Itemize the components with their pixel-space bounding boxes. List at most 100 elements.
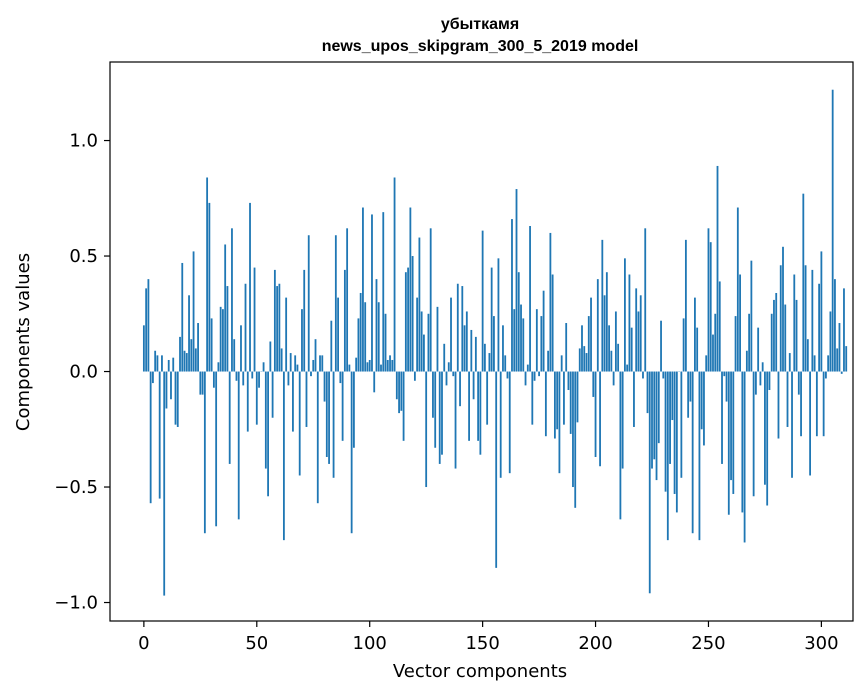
bar-component-183 — [556, 371, 559, 430]
bar-component-243 — [691, 371, 694, 534]
bar-component-221 — [642, 371, 644, 379]
bar-component-136 — [450, 297, 452, 372]
bar-component-195 — [583, 346, 586, 372]
bar-component-124 — [423, 334, 425, 372]
bar-component-98 — [364, 302, 367, 372]
bar-component-63 — [285, 297, 288, 372]
bar-component-280 — [775, 292, 778, 372]
bar-component-80 — [323, 371, 326, 402]
bar-component-16 — [179, 336, 181, 372]
bar-component-122 — [418, 237, 421, 372]
bar-component-233 — [669, 371, 671, 464]
bar-component-180 — [549, 232, 552, 372]
bar-component-224 — [648, 371, 651, 594]
bar-component-155 — [493, 316, 495, 372]
bar-component-178 — [544, 371, 547, 437]
bar-component-101 — [371, 214, 373, 372]
bar-component-172 — [531, 371, 534, 425]
bar-component-266 — [743, 371, 746, 543]
bar-component-296 — [811, 269, 814, 372]
bar-component-162 — [508, 371, 511, 474]
bar-component-303 — [827, 355, 830, 372]
bar-component-169 — [524, 371, 527, 386]
x-axis-label: Vector components — [393, 661, 567, 682]
bar-component-311 — [845, 346, 848, 372]
bar-component-5 — [154, 350, 157, 372]
bar-component-213 — [624, 258, 626, 372]
bar-component-130 — [436, 306, 439, 372]
bar-component-300 — [820, 251, 823, 372]
bar-component-138 — [454, 371, 457, 469]
bar-component-302 — [825, 371, 827, 379]
bar-component-58 — [273, 269, 276, 372]
bar-component-32 — [215, 371, 218, 527]
bar-component-31 — [212, 371, 215, 388]
bar-component-40 — [233, 339, 236, 372]
bar-component-223 — [646, 371, 649, 414]
bar-component-239 — [682, 318, 685, 372]
bar-component-182 — [553, 371, 556, 439]
bar-component-13 — [172, 357, 175, 372]
x-tick-label: 100 — [353, 633, 387, 654]
bar-component-123 — [420, 311, 423, 372]
bar-component-211 — [619, 371, 622, 520]
bar-component-156 — [495, 371, 498, 568]
bar-component-106 — [382, 212, 385, 372]
bar-component-14 — [174, 371, 177, 425]
bar-component-255 — [718, 281, 721, 372]
bar-component-35 — [222, 309, 224, 372]
bar-component-51 — [258, 371, 260, 388]
bar-component-121 — [416, 297, 419, 372]
bar-component-240 — [684, 239, 687, 372]
bar-component-294 — [806, 339, 809, 372]
bar-component-48 — [251, 371, 254, 379]
bar-component-23 — [194, 348, 197, 372]
bar-component-53 — [262, 362, 265, 372]
bar-component-222 — [644, 228, 647, 372]
bar-component-188 — [567, 371, 570, 391]
bar-component-174 — [535, 309, 538, 372]
bar-component-154 — [490, 267, 493, 372]
bar-component-18 — [183, 350, 186, 372]
x-tick-label: 300 — [804, 633, 838, 654]
bar-component-157 — [497, 258, 500, 372]
bar-component-66 — [292, 371, 294, 432]
bar-component-133 — [443, 343, 446, 372]
bar-component-236 — [675, 371, 678, 513]
bar-component-148 — [477, 371, 480, 441]
bar-component-26 — [201, 371, 204, 395]
bar-component-202 — [599, 371, 601, 467]
y-tick-label: −1.0 — [54, 593, 98, 614]
y-axis-label: Components values — [13, 253, 34, 431]
bar-component-293 — [804, 265, 807, 372]
bar-component-275 — [764, 371, 766, 485]
bar-component-146 — [472, 371, 475, 400]
bar-component-24 — [197, 323, 199, 372]
bar-component-208 — [612, 371, 615, 386]
bar-component-290 — [797, 371, 800, 395]
bar-component-261 — [732, 371, 735, 494]
x-tick-label: 250 — [691, 633, 725, 654]
bar-component-164 — [513, 309, 516, 372]
bar-component-71 — [303, 269, 306, 372]
bar-component-119 — [411, 256, 414, 372]
bar-component-284 — [784, 304, 787, 372]
bar-component-196 — [585, 353, 588, 372]
bar-component-231 — [664, 371, 667, 492]
bar-component-267 — [745, 350, 748, 372]
bar-component-187 — [565, 323, 568, 372]
x-tick-label: 150 — [465, 633, 499, 654]
bar-component-126 — [427, 313, 430, 372]
bar-component-185 — [560, 355, 563, 372]
bar-component-140 — [459, 371, 461, 407]
bar-component-159 — [502, 325, 504, 372]
bar-component-297 — [813, 355, 816, 372]
bar-component-160 — [504, 355, 507, 372]
bar-component-93 — [353, 371, 355, 448]
bar-component-168 — [522, 318, 525, 372]
bar-component-307 — [836, 348, 839, 372]
bar-component-189 — [569, 371, 572, 434]
bar-component-61 — [280, 348, 283, 372]
bar-component-17 — [181, 262, 184, 372]
bar-component-263 — [736, 207, 739, 372]
